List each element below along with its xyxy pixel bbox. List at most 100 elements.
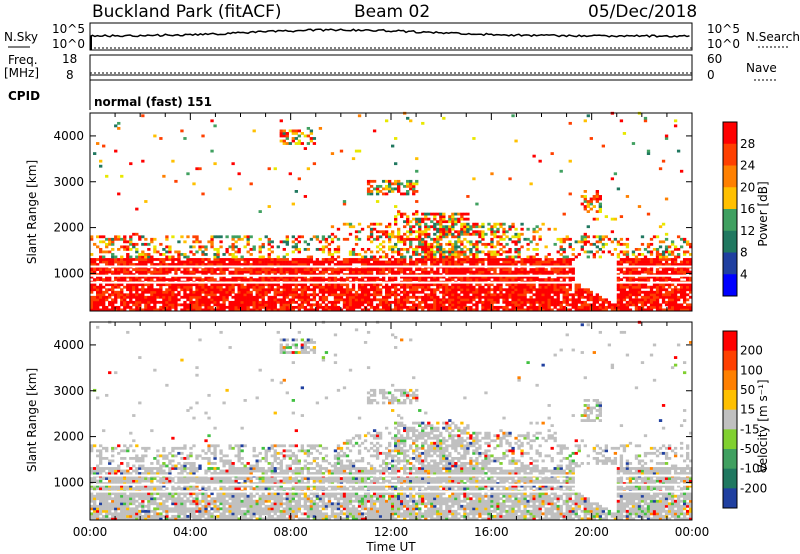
range-time-cell bbox=[463, 290, 467, 294]
range-time-cell bbox=[463, 283, 467, 287]
range-time-cell bbox=[234, 293, 238, 297]
range-time-cell bbox=[105, 502, 109, 506]
range-time-cell bbox=[535, 298, 539, 302]
range-time-cell bbox=[571, 278, 575, 282]
range-time-cell bbox=[141, 290, 145, 294]
range-time-cell bbox=[306, 300, 311, 304]
range-time-cell bbox=[189, 300, 193, 304]
range-time-cell bbox=[327, 275, 332, 279]
range-time-cell bbox=[550, 298, 554, 302]
range-time-cell bbox=[219, 240, 223, 244]
range-time-cell bbox=[267, 300, 271, 304]
range-time-cell bbox=[418, 220, 422, 224]
range-time-cell bbox=[99, 258, 103, 261]
range-time-cell bbox=[204, 245, 208, 249]
range-time-cell bbox=[117, 285, 121, 289]
range-time-cell bbox=[354, 230, 359, 234]
range-time-cell bbox=[514, 288, 518, 292]
range-time-cell bbox=[415, 263, 419, 266]
range-time-cell bbox=[363, 268, 368, 271]
range-time-cell bbox=[526, 305, 530, 309]
range-time-cell bbox=[99, 159, 103, 163]
range-time-cell bbox=[213, 235, 217, 239]
range-time-cell bbox=[357, 268, 362, 271]
range-time-cell bbox=[354, 305, 359, 309]
range-time-cell bbox=[216, 300, 220, 304]
range-time-cell bbox=[204, 270, 208, 274]
range-time-cell bbox=[490, 305, 494, 309]
range-time-cell bbox=[126, 270, 130, 274]
range-time-cell bbox=[369, 250, 374, 254]
range-time-cell bbox=[466, 275, 470, 279]
range-time-cell bbox=[661, 275, 666, 279]
range-time-cell bbox=[135, 247, 139, 251]
range-time-cell bbox=[433, 298, 437, 302]
range-time-cell bbox=[183, 293, 187, 297]
range-time-cell bbox=[424, 275, 428, 279]
range-time-cell bbox=[679, 245, 684, 249]
range-time-cell bbox=[604, 235, 609, 239]
range-time-cell bbox=[649, 237, 654, 241]
range-time-cell bbox=[159, 242, 163, 246]
range-time-cell bbox=[430, 250, 434, 254]
range-time-cell bbox=[162, 305, 166, 309]
range-time-cell bbox=[502, 245, 506, 249]
range-time-cell bbox=[673, 285, 678, 289]
range-time-cell bbox=[339, 295, 344, 299]
range-time-cell bbox=[246, 242, 250, 246]
range-time-cell bbox=[210, 237, 214, 241]
range-time-cell bbox=[144, 303, 148, 307]
range-time-cell bbox=[381, 263, 386, 266]
range-time-cell bbox=[394, 300, 398, 304]
range-time-cell bbox=[372, 237, 377, 241]
range-time-cell bbox=[222, 290, 226, 294]
range-time-cell bbox=[201, 270, 205, 274]
range-time-cell bbox=[478, 290, 482, 294]
range-time-cell bbox=[261, 300, 265, 304]
range-time-cell bbox=[412, 217, 416, 221]
range-time-cell bbox=[300, 300, 305, 304]
range-time-cell bbox=[102, 285, 106, 289]
range-time-cell bbox=[493, 275, 497, 279]
range-time-cell bbox=[366, 273, 371, 277]
range-time-cell bbox=[652, 293, 657, 297]
range-time-cell bbox=[427, 303, 431, 307]
range-time-cell bbox=[318, 283, 323, 287]
range-time-cell bbox=[195, 285, 199, 289]
range-time-cell bbox=[439, 255, 443, 259]
range-time-cell bbox=[153, 250, 157, 254]
range-time-cell bbox=[445, 285, 449, 289]
range-time-cell bbox=[99, 512, 103, 516]
range-time-cell bbox=[294, 132, 298, 135]
range-time-cell bbox=[90, 237, 94, 241]
range-time-cell bbox=[508, 273, 512, 277]
range-time-cell bbox=[661, 263, 666, 266]
range-time-cell bbox=[303, 298, 308, 302]
range-time-cell bbox=[228, 283, 232, 287]
range-time-cell bbox=[553, 288, 557, 292]
range-time-cell bbox=[598, 305, 602, 309]
range-time-cell bbox=[258, 283, 262, 287]
range-time-cell bbox=[354, 149, 359, 153]
range-time-cell bbox=[472, 308, 476, 312]
range-time-cell bbox=[294, 237, 298, 241]
range-time-cell bbox=[384, 253, 389, 256]
range-time-cell bbox=[102, 298, 106, 302]
range-time-cell bbox=[517, 232, 521, 236]
range-time-cell bbox=[664, 260, 669, 264]
range-time-cell bbox=[213, 162, 217, 166]
range-time-cell bbox=[294, 137, 298, 140]
range-time-cell bbox=[216, 250, 220, 254]
range-time-cell bbox=[231, 278, 235, 282]
range-time-cell bbox=[652, 298, 657, 302]
range-time-cell bbox=[153, 258, 157, 261]
range-time-cell bbox=[204, 298, 208, 302]
range-time-cell bbox=[400, 300, 404, 304]
range-time-cell bbox=[574, 300, 578, 304]
range-time-cell bbox=[475, 242, 479, 246]
range-time-cell bbox=[442, 288, 446, 292]
range-time-cell bbox=[454, 260, 458, 264]
range-time-cell bbox=[363, 285, 368, 289]
range-time-cell bbox=[469, 258, 473, 261]
range-time-cell bbox=[529, 268, 533, 271]
